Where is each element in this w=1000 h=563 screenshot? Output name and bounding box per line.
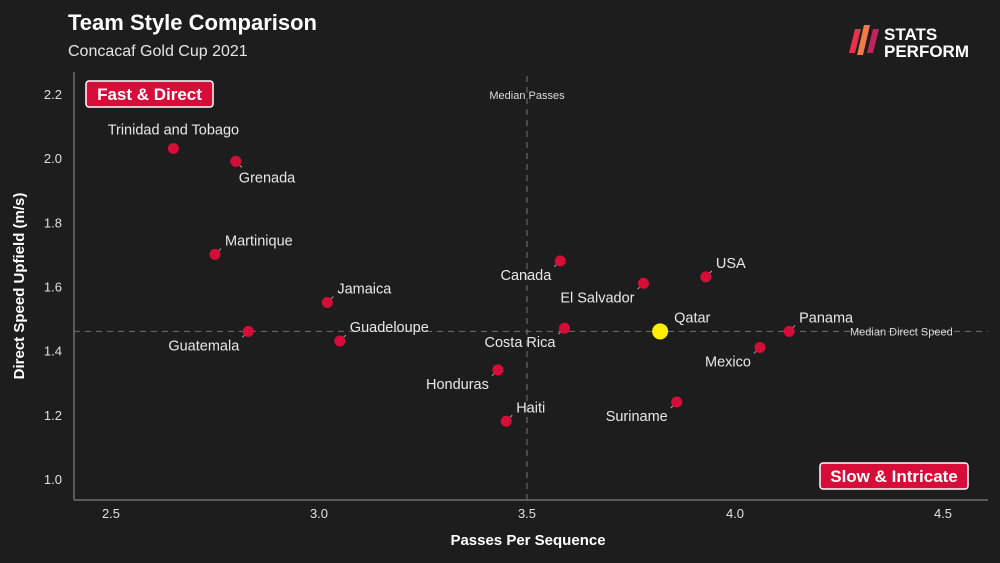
slow-intricate-badge: Slow & Intricate bbox=[819, 462, 969, 490]
y-tick-label: 1.2 bbox=[44, 408, 62, 423]
point-label-el-salvador: El Salvador bbox=[560, 290, 634, 306]
point-jamaica bbox=[321, 297, 333, 309]
y-tick-label: 1.8 bbox=[44, 215, 62, 230]
point-grenada bbox=[230, 155, 242, 167]
stats-perform-logo: STATS PERFORM bbox=[849, 25, 969, 61]
y-tick-label: 2.0 bbox=[44, 151, 62, 166]
point-guadeloupe bbox=[334, 335, 346, 347]
x-tick-label: 3.5 bbox=[518, 506, 536, 521]
logo-stripe-2 bbox=[857, 25, 870, 55]
x-tick-label: 4.0 bbox=[726, 506, 744, 521]
point-honduras bbox=[492, 364, 504, 376]
point-label-usa: USA bbox=[716, 256, 746, 272]
point-label-mexico: Mexico bbox=[705, 354, 751, 370]
point-martinique bbox=[209, 248, 221, 260]
brand-line-2: PERFORM bbox=[884, 42, 969, 61]
point-label-honduras: Honduras bbox=[426, 377, 489, 393]
point-trinidad-and-tobago bbox=[167, 143, 179, 155]
chart-subtitle: Concacaf Gold Cup 2021 bbox=[68, 43, 248, 60]
y-tick-label: 1.0 bbox=[44, 472, 62, 487]
y-tick-label: 1.4 bbox=[44, 344, 62, 359]
point-label-martinique: Martinique bbox=[225, 233, 293, 249]
point-label-haiti: Haiti bbox=[516, 400, 545, 416]
y-axis-label: Direct Speed Upfield (m/s) bbox=[11, 193, 28, 380]
point-el-salvador bbox=[637, 277, 649, 289]
point-suriname bbox=[671, 396, 683, 408]
x-tick-labels: 2.5 3.0 3.5 4.0 4.5 bbox=[102, 506, 952, 521]
point-label-jamaica: Jamaica bbox=[337, 282, 392, 298]
y-tick-labels: 1.0 1.2 1.4 1.6 1.8 2.0 2.2 bbox=[44, 87, 62, 487]
point-label-costa-rica: Costa Rica bbox=[485, 335, 557, 351]
point-label-suriname: Suriname bbox=[606, 409, 668, 425]
logo-stripe-3 bbox=[867, 29, 879, 53]
data-points: Trinidad and Tobago Grenada Martinique Jama… bbox=[108, 123, 854, 427]
point-label-guadeloupe: Guadeloupe bbox=[350, 320, 429, 336]
y-tick-label: 1.6 bbox=[44, 280, 62, 295]
point-panama bbox=[783, 325, 795, 337]
chart-title: Team Style Comparison bbox=[68, 10, 317, 35]
y-tick-label: 2.2 bbox=[44, 87, 62, 102]
point-haiti bbox=[500, 415, 512, 427]
point-label-grenada: Grenada bbox=[239, 170, 296, 186]
x-axis-label: Passes Per Sequence bbox=[450, 532, 605, 549]
point-label-canada: Canada bbox=[500, 268, 552, 284]
fast-direct-box bbox=[85, 80, 214, 108]
point-guatemala bbox=[242, 325, 254, 337]
point-mexico bbox=[754, 341, 766, 353]
median-passes-label: Median Passes bbox=[489, 90, 565, 102]
point-usa bbox=[700, 271, 712, 283]
point-label-guatemala: Guatemala bbox=[168, 338, 240, 354]
point-label-qatar: Qatar bbox=[674, 310, 710, 326]
point-canada bbox=[554, 255, 566, 267]
brand-line-1: STATS bbox=[884, 25, 937, 44]
fast-direct-label: Fast & Direct bbox=[97, 85, 202, 104]
point-label-trinidad-and-tobago: Trinidad and Tobago bbox=[108, 123, 239, 139]
fast-direct-badge: Fast & Direct bbox=[85, 80, 214, 108]
point-costa-rica bbox=[558, 322, 570, 334]
point-qatar bbox=[652, 323, 669, 340]
x-tick-label: 2.5 bbox=[102, 506, 120, 521]
slow-intricate-label: Slow & Intricate bbox=[830, 467, 958, 486]
median-speed-label: Median Direct Speed bbox=[850, 326, 953, 338]
x-tick-label: 3.0 bbox=[310, 506, 328, 521]
logo-stripe-1 bbox=[849, 29, 861, 53]
slow-intricate-box bbox=[819, 462, 969, 490]
x-tick-label: 4.5 bbox=[934, 506, 952, 521]
point-label-panama: Panama bbox=[799, 310, 854, 326]
